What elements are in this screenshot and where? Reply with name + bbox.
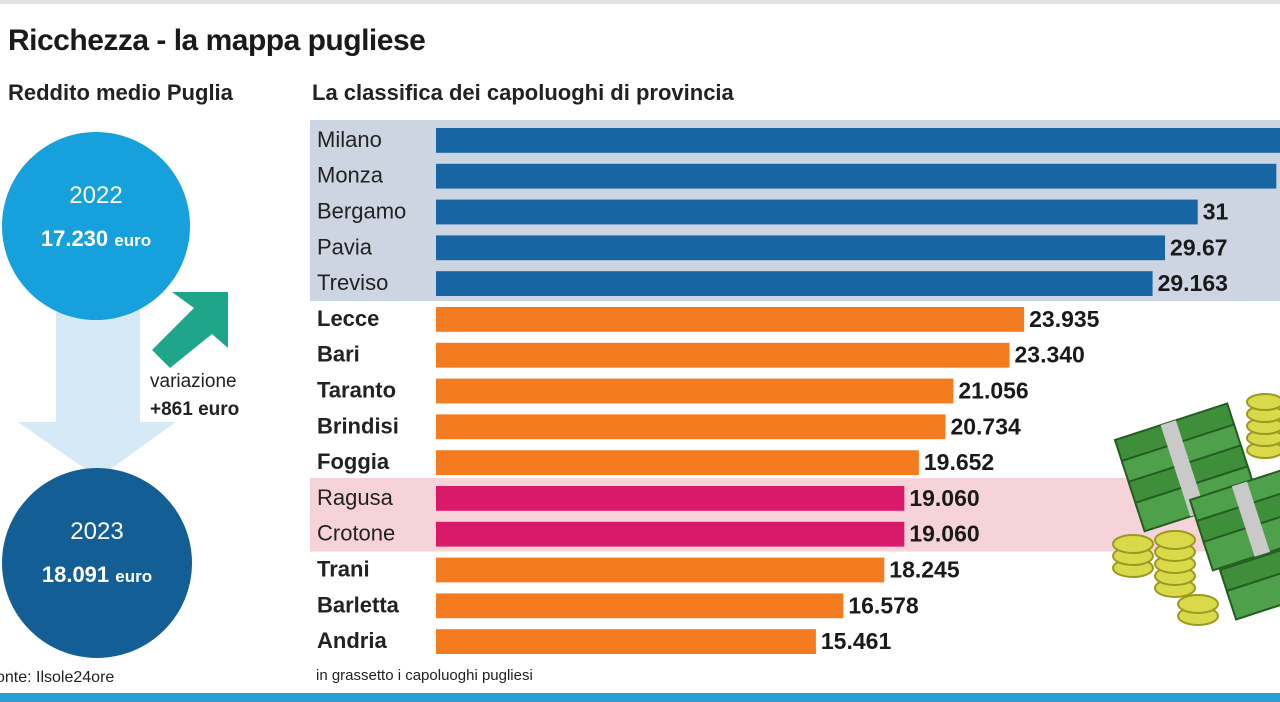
- bar: [436, 557, 885, 583]
- value-label: 23.340: [1014, 342, 1084, 368]
- value-label: 16.578: [848, 592, 919, 618]
- bar: [436, 342, 1010, 368]
- amount-2023: 18.091 euro: [2, 562, 192, 588]
- amount-2022: 17.230 euro: [2, 226, 190, 252]
- value-label: 31: [1203, 199, 1229, 225]
- source-note: onte: Ilsole24ore: [0, 669, 115, 686]
- bar: [436, 450, 919, 475]
- amount-2022-value: 17.230: [40, 226, 109, 251]
- value-label: 19.652: [924, 449, 994, 475]
- circle-2023: 2023 18.091 euro: [2, 468, 192, 658]
- bar: [436, 307, 1025, 332]
- category-label: Trani: [317, 557, 370, 582]
- value-label: 19.060: [909, 485, 979, 511]
- category-label: Pavia: [317, 234, 373, 259]
- category-label: Ragusa: [317, 485, 394, 510]
- bar: [436, 235, 1166, 261]
- value-label: 29.67: [1170, 234, 1228, 260]
- value-label: 19.060: [909, 521, 979, 547]
- category-label: Treviso: [317, 270, 388, 295]
- category-label: Bari: [317, 342, 360, 367]
- bar: [436, 378, 954, 404]
- value-label: 15.461: [821, 628, 892, 654]
- money-stack-icon: [1112, 393, 1280, 626]
- bar: [436, 271, 1153, 296]
- page-title: Ricchezza - la mappa pugliese: [8, 24, 426, 57]
- bar: [436, 414, 946, 440]
- amount-2023-unit: euro: [115, 567, 153, 586]
- category-label: Monza: [317, 163, 384, 188]
- bar: [436, 521, 905, 547]
- chart-subtitle: La classifica dei capoluoghi di provinci…: [312, 80, 734, 105]
- category-label: Andria: [317, 628, 387, 653]
- bar: [436, 486, 905, 511]
- value-label: 23.935: [1029, 306, 1100, 332]
- circle-2022: 2022 17.230 euro: [2, 132, 190, 320]
- category-label: Crotone: [317, 521, 395, 546]
- value-label: 29.163: [1158, 270, 1228, 296]
- bar: [436, 593, 844, 619]
- top-rule: [0, 0, 1280, 4]
- category-label: Lecce: [317, 306, 379, 331]
- bar: [436, 128, 1280, 153]
- footnote: in grassetto i capoluoghi pugliesi: [316, 667, 533, 684]
- category-label: Barletta: [317, 592, 400, 617]
- category-label: Brindisi: [317, 413, 399, 438]
- category-label: Milano: [317, 127, 382, 152]
- amount-2023-value: 18.091: [41, 562, 110, 587]
- variazione-value: +861 euro: [150, 399, 240, 420]
- year-2022: 2022: [69, 182, 123, 209]
- left-subtitle: Reddito medio Puglia: [8, 80, 233, 105]
- year-2023: 2023: [70, 518, 124, 545]
- up-right-arrow-icon: [152, 292, 228, 368]
- bar: [436, 163, 1277, 189]
- down-arrow-icon: [18, 310, 176, 478]
- category-label: Foggia: [317, 449, 390, 474]
- bar: [436, 629, 816, 654]
- value-label: 20.734: [950, 413, 1021, 439]
- value-label: 21.056: [958, 378, 1028, 404]
- category-label: Bergamo: [317, 199, 406, 224]
- bottom-bar: [0, 693, 1280, 702]
- bar: [436, 199, 1198, 225]
- category-label: Taranto: [317, 378, 396, 403]
- variazione-label: variazione: [150, 371, 237, 392]
- amount-2022-unit: euro: [114, 231, 152, 250]
- value-label: 18.245: [889, 557, 960, 583]
